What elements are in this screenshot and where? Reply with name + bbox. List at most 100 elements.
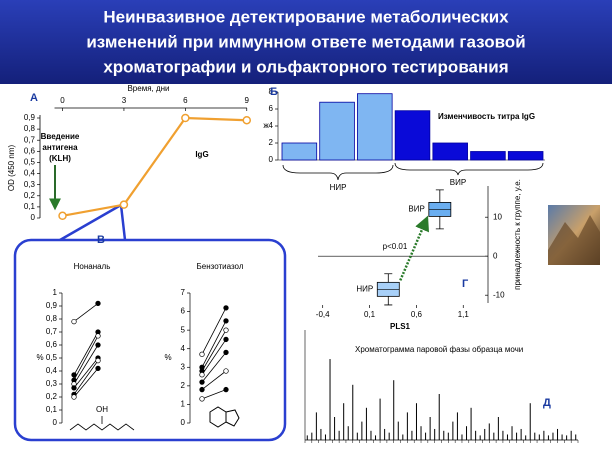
bar [281,142,318,161]
pair-line [201,370,227,390]
bar [394,110,431,161]
y-axis-label: ж [263,121,269,130]
y-tick-label: 0,3 [24,180,36,189]
point [71,385,77,391]
point [95,300,101,307]
point [199,379,205,385]
group-brace [394,162,544,176]
pair-line [73,331,99,376]
point [71,394,77,400]
y-tick-label: 1 [181,400,186,409]
group-label: НИР [330,183,347,192]
pair-line [73,360,99,395]
x-tick-label: 0,6 [411,310,423,319]
series-label: НИР [356,284,373,293]
y-tick-label: 0 [269,155,274,164]
panel-label: Б [270,86,278,98]
photo-mountain [548,215,600,265]
chart-title: Нонаналь [74,262,111,271]
annotation: p<0.01 [383,242,408,251]
y-tick-label: 0 [53,418,58,427]
bar [319,101,355,161]
y-tick-label: 0,7 [24,135,36,144]
y-tick-label: 5 [181,325,186,334]
point [95,365,101,372]
x-tick-label: 0,1 [364,310,376,319]
title-line: хроматографии и ольфакторного тестирован… [103,57,508,76]
x-axis-label: PLS1 [390,322,411,331]
structure [209,406,240,428]
point [119,200,129,209]
title-line: изменений при иммунном ответе методами г… [86,32,525,51]
series-label: IgG [195,150,208,159]
point [71,318,77,325]
y-tick-label: 0,4 [24,169,36,178]
pair-line [73,335,99,381]
y-tick-label: 7 [181,288,186,297]
pair-line [201,320,227,368]
point [223,368,229,374]
point [199,386,205,393]
chart-title: Хроматограмма паровой фазы образца мочи [355,345,523,354]
y-tick-label: 2 [269,138,274,147]
x-tick-label: 9 [245,96,250,105]
panel-label: Г [462,278,469,290]
title-band [0,0,612,84]
pair-line [73,368,99,398]
point [223,305,229,311]
y-axis-label: % [164,353,171,362]
y-tick-label: 6 [269,104,274,113]
panel-frame [13,238,287,442]
y-tick-label: 0,6 [24,146,36,155]
y-tick-label: 0,4 [46,366,58,375]
x-axis-label: Время, дни [127,84,169,93]
bar [507,151,544,161]
point [223,349,229,356]
annotation: (KLH) [49,154,71,163]
pair-line [73,344,99,385]
bar [432,142,468,161]
y-tick-label: 0,2 [24,191,36,200]
y-axis-label: % [36,353,43,362]
y-tick-label: -10 [493,290,505,299]
point [223,336,229,343]
connector [59,203,127,242]
pair-line [201,389,227,400]
y-tick-label: 1 [53,288,58,297]
y-tick-label: 0,8 [24,124,36,133]
y-tick-label: 0,2 [46,392,58,401]
bar [357,93,393,161]
pair-line [201,307,227,355]
y-tick-label: 4 [269,121,274,130]
point [71,372,77,378]
y-tick-label: 4 [181,344,186,353]
structure [69,416,135,431]
y-tick-label: 0,3 [46,379,58,388]
structure-label: OH [96,405,108,414]
point [58,211,67,221]
annotation: антигена [42,143,78,152]
point [199,351,205,357]
panel-label: В [97,234,105,246]
point [95,333,101,339]
y-tick-label: 0,9 [46,301,58,310]
point [242,115,252,125]
group-brace [282,164,394,181]
y-tick-label: 0,1 [46,405,58,414]
y-tick-label: 0,5 [46,353,58,362]
x-tick-label: 3 [122,96,127,105]
pair-line [73,303,99,322]
x-tick-label: 6 [183,96,188,105]
panel-label: Д [543,397,551,409]
pair-line [201,352,227,383]
y-axis-label: принадлежность к группе, у.е. [513,179,522,290]
y-tick-label: 3 [181,362,186,371]
point [95,342,101,348]
panel-label: А [30,92,38,104]
x-tick-label: 1,1 [458,310,470,319]
pair-line [201,329,227,372]
y-tick-label: 0,6 [46,340,58,349]
chart-title: Бензотиазол [197,262,244,271]
x-tick-label: -0,4 [316,310,330,319]
y-tick-label: 0 [181,418,186,427]
